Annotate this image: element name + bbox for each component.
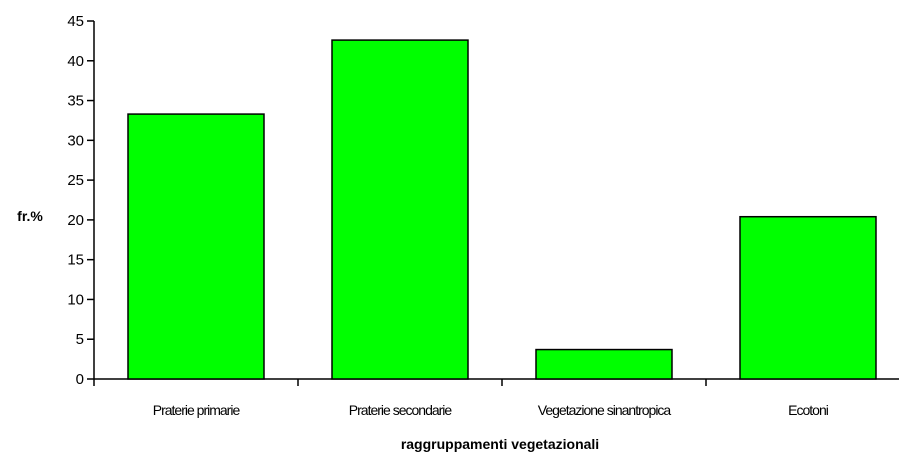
y-axis: 0 5 10 15 20 25 30 35 40 45 [67,13,95,388]
x-category-label: Vegetazione sinantropica [538,402,672,418]
y-tick-label: 0 [76,371,84,388]
bar [739,215,877,380]
bar [535,348,673,380]
bars [127,39,877,380]
x-category-label: Praterie secondarie [349,402,453,418]
x-axis-title: raggruppamenti vegetazionali [401,436,599,452]
y-tick-label: 45 [67,13,84,30]
y-tick-label: 10 [67,291,84,308]
y-tick-label: 15 [67,252,84,269]
y-tick-label: 5 [76,331,84,348]
y-tick-label: 25 [67,172,84,189]
bar [331,39,469,380]
y-tick-label: 20 [67,212,84,229]
y-axis-title: fr.% [17,208,43,224]
x-axis: Praterie primarie Praterie secondarie Vege… [93,378,899,418]
y-tick-label: 30 [67,132,84,149]
y-tick-label: 40 [67,53,84,70]
y-tick-label: 35 [67,93,84,110]
x-category-label: Praterie primarie [153,402,241,418]
bar [127,113,265,380]
x-category-label: Ecotoni [788,402,829,418]
